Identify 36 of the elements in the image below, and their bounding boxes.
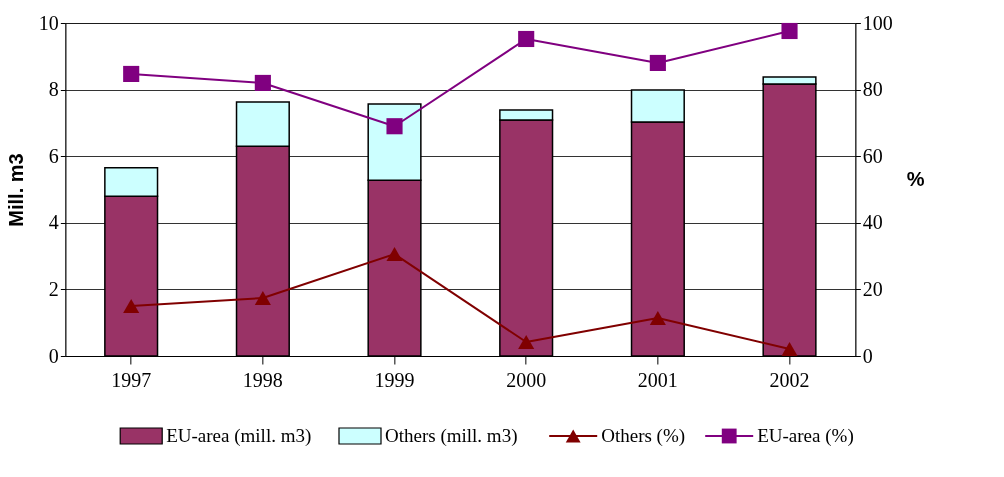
point: [386, 247, 403, 262]
y2-tick-label: 80: [862, 78, 883, 101]
x-tick-label: 1997: [111, 368, 152, 391]
point: [518, 335, 535, 349]
y2-tick-label: 40: [862, 211, 883, 234]
legend-label: Others (mill. m3): [385, 425, 518, 447]
x-tick-label: 2002: [769, 368, 810, 391]
x-tick-label: 2001: [637, 368, 678, 391]
x-tick-label: 2000: [506, 368, 547, 391]
y2-tick-label: 100: [862, 11, 893, 34]
y-tick-label: 4: [48, 211, 59, 234]
point: [123, 65, 140, 83]
point: [649, 311, 666, 326]
y-tick-label: 10: [38, 11, 59, 34]
point: [254, 74, 271, 91]
y-axis-title: Mill. m3: [4, 153, 27, 227]
y-tick-label: 6: [48, 144, 59, 167]
x-tick-label: 1999: [374, 368, 415, 391]
point: [649, 54, 666, 72]
legend-label: Others (%): [601, 425, 686, 447]
point: [254, 291, 271, 306]
point: [386, 118, 403, 135]
legend-label: EU-area (mill. m3): [166, 425, 312, 447]
point: [781, 22, 798, 40]
point: [518, 30, 535, 48]
point: [123, 299, 140, 314]
y2-tick-label: 0: [862, 344, 873, 367]
y2-tick-label: 20: [862, 277, 883, 300]
y-tick-label: 8: [48, 78, 59, 101]
x-tick-label: 1998: [242, 368, 283, 391]
y-tick-label: 0: [48, 344, 59, 367]
legend-label: EU-area (%): [757, 425, 854, 447]
y2-tick-label: 60: [862, 144, 883, 167]
point: [781, 342, 798, 356]
y-tick-label: 2: [48, 277, 59, 300]
y2-axis-title: %: [906, 168, 925, 190]
